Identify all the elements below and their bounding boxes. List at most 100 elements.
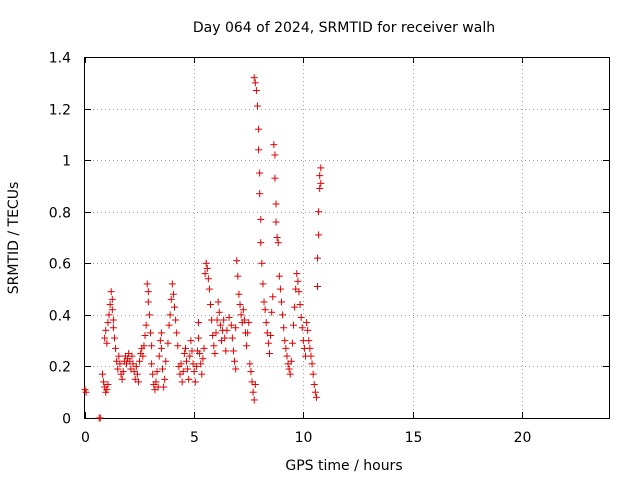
x-tick-label: 0 (81, 430, 90, 446)
data-point (251, 380, 259, 388)
x-tick-label: 5 (190, 430, 199, 446)
data-point (261, 306, 269, 314)
data-point (144, 298, 152, 306)
data-point (264, 339, 272, 347)
y-tick-label: 0 (62, 412, 71, 428)
data-point (148, 360, 156, 368)
data-point (271, 174, 279, 182)
data-point (282, 344, 290, 352)
data-point (291, 303, 299, 311)
data-point (109, 316, 117, 324)
data-point (107, 288, 115, 296)
data-point (142, 321, 150, 329)
data-point (174, 342, 182, 350)
data-point (197, 360, 205, 368)
data-point (257, 239, 265, 247)
data-point (162, 357, 170, 365)
data-point (214, 298, 222, 306)
data-point (287, 357, 295, 365)
grid (85, 57, 609, 418)
data-point (199, 355, 207, 363)
data-point (223, 326, 231, 334)
data-point (280, 324, 288, 332)
data-point (185, 375, 193, 383)
data-point (166, 311, 174, 319)
data-point (200, 344, 208, 352)
y-axis-label: SRMTID / TECUs (6, 182, 22, 295)
data-point (100, 378, 108, 386)
data-point (273, 234, 281, 241)
data-point (240, 316, 248, 324)
data-point (115, 352, 123, 360)
data-point (232, 324, 240, 332)
data-point (290, 321, 298, 329)
data-point (246, 360, 254, 368)
data-point (256, 190, 264, 198)
data-point (192, 362, 200, 370)
data-point (249, 388, 257, 396)
data-point (260, 298, 268, 306)
y-tick-label: 0.6 (49, 257, 71, 273)
data-point (317, 164, 325, 172)
data-point (191, 378, 199, 386)
data-point (308, 360, 316, 368)
data-point (234, 272, 242, 280)
data-point (312, 393, 320, 401)
data-point (134, 378, 142, 386)
data-point (274, 239, 282, 247)
data-point (267, 331, 275, 339)
data-point (298, 324, 306, 332)
data-point (262, 319, 270, 327)
data-point (171, 303, 179, 311)
data-point (314, 282, 322, 290)
data-point (112, 344, 120, 352)
data-point (140, 342, 148, 350)
y-tick-label: 1.2 (49, 103, 71, 119)
data-point (239, 306, 247, 314)
data-point (159, 365, 167, 373)
data-point (186, 352, 194, 360)
data-point (128, 352, 136, 360)
data-point (315, 231, 323, 239)
data-point (153, 368, 161, 376)
data-point (119, 368, 127, 376)
data-point (225, 313, 233, 321)
data-point (270, 141, 278, 149)
data-point (103, 386, 111, 394)
data-point (306, 344, 314, 352)
data-point (155, 352, 163, 360)
data-point (250, 74, 258, 82)
data-points (81, 74, 325, 422)
plot-frame (84, 57, 610, 419)
y-tick-label: 1 (62, 154, 71, 170)
data-point (222, 347, 230, 355)
data-point (104, 319, 112, 327)
data-point (118, 375, 126, 383)
data-point (255, 146, 263, 154)
data-point (307, 352, 315, 360)
y-tick-label: 1.4 (49, 51, 71, 67)
data-point (297, 313, 305, 321)
data-point (229, 347, 237, 355)
data-point (210, 342, 218, 350)
data-point (139, 352, 147, 360)
data-point (101, 334, 109, 342)
data-point (244, 329, 252, 337)
data-point (104, 380, 112, 388)
data-point (228, 334, 236, 342)
data-point (195, 334, 203, 342)
data-point (207, 301, 215, 309)
data-point (220, 316, 228, 324)
data-point (231, 357, 239, 365)
data-point (258, 259, 266, 267)
data-point (211, 350, 219, 358)
data-point (303, 319, 311, 327)
data-point (253, 102, 261, 110)
data-point (256, 169, 264, 177)
data-point (236, 301, 244, 309)
data-point (275, 272, 283, 280)
data-point (109, 324, 117, 332)
data-point (216, 321, 224, 329)
data-point (201, 270, 209, 278)
data-point (315, 208, 323, 216)
